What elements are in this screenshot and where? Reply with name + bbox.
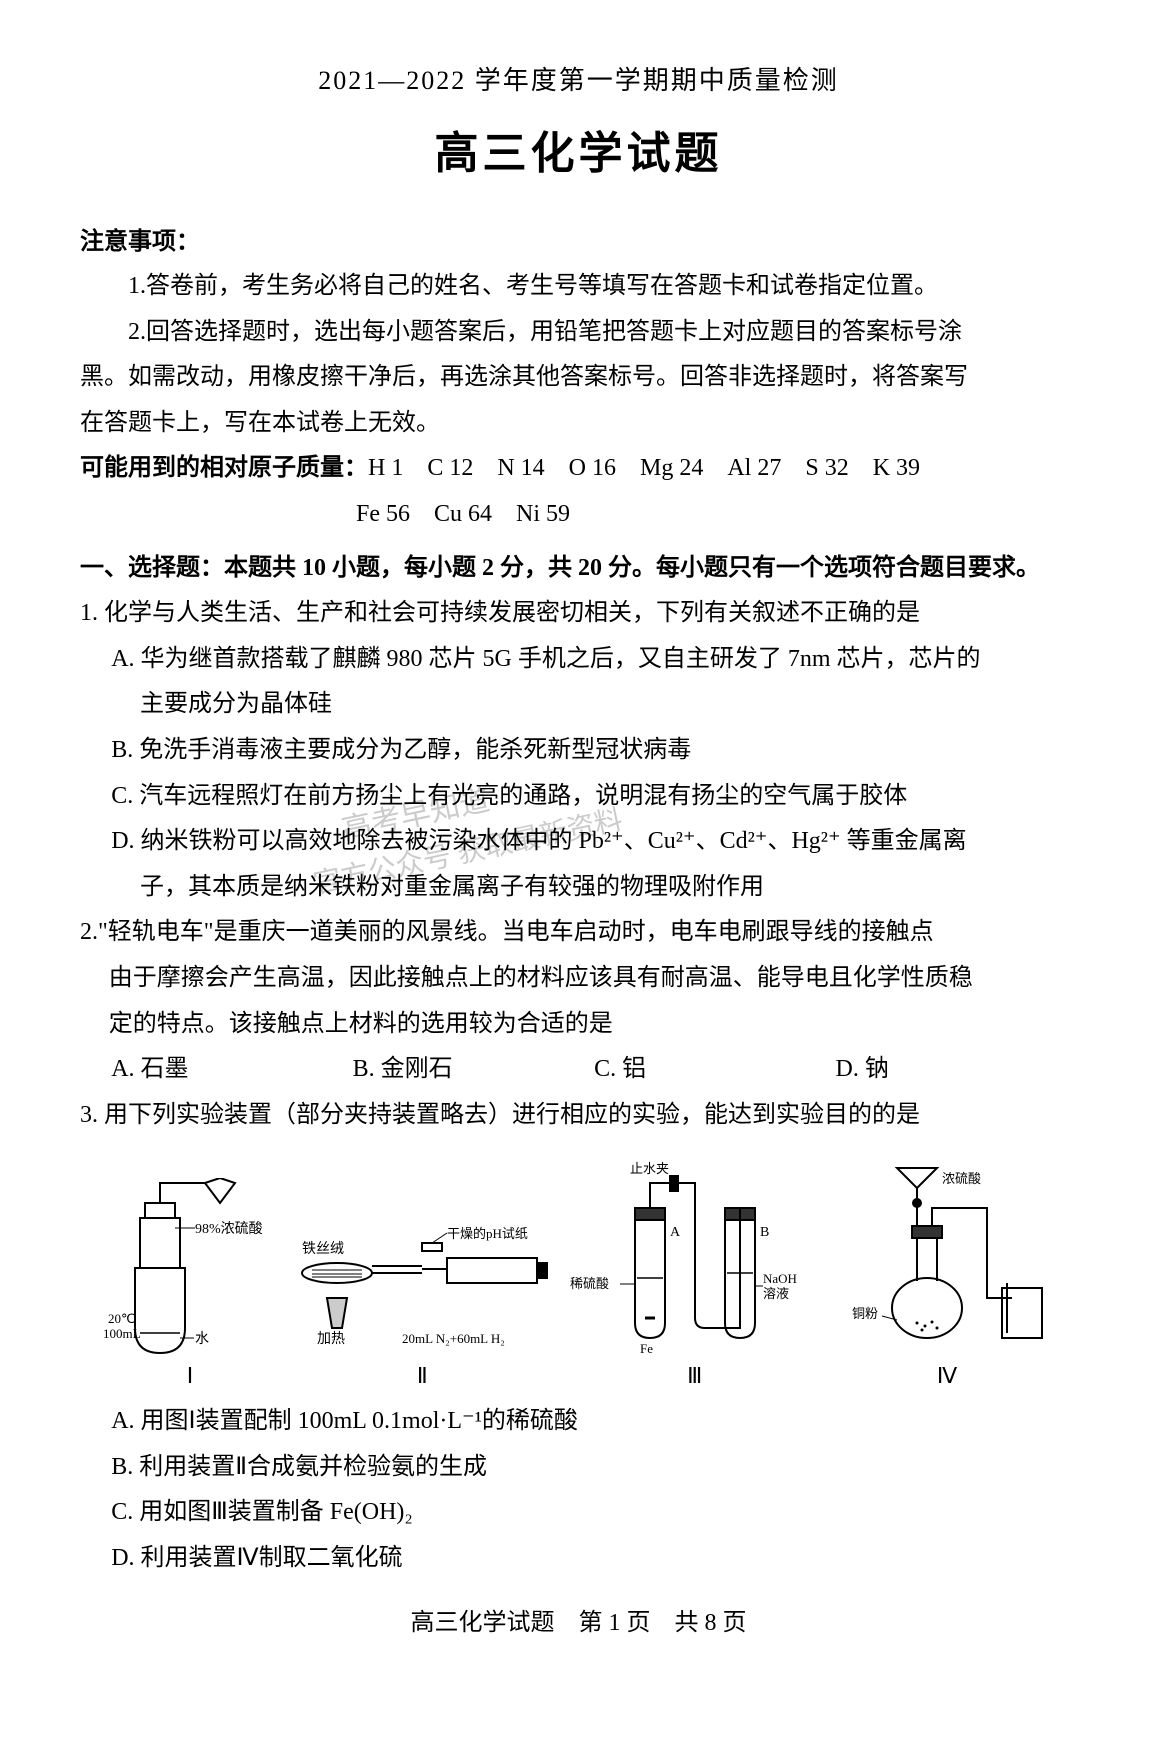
page-footer: 高三化学试题 第 1 页 共 8 页 — [80, 1602, 1077, 1637]
diagram-2-svg: 铁丝绒 加热 干燥的pH试纸 20mL N₂+60mL H₂ — [292, 1198, 552, 1358]
notice-2-cont2: 在答题卡上，写在本试卷上无效。 — [80, 401, 1077, 447]
diagram-4-label: Ⅳ — [937, 1363, 957, 1389]
d3-dilute-label: 稀硫酸 — [570, 1276, 609, 1291]
diagram-1: 98%浓硫酸 20℃ 100mL 水 Ⅰ — [100, 1178, 280, 1389]
q3-stem: 3. 用下列实验装置（部分夹持装置略去）进行相应的实验，能达到实验目的的是 — [80, 1093, 1077, 1139]
page-content: 2021—2022 学年度第一学期期中质量检测 高三化学试题 注意事项： 1.答… — [80, 60, 1077, 1637]
d2-iron-label: 铁丝绒 — [302, 1241, 344, 1257]
diagram-3-label: Ⅲ — [687, 1363, 702, 1389]
atomic-mass-values1: H 1 C 12 N 14 O 16 Mg 24 Al 27 S 32 K 39 — [368, 455, 920, 481]
section1-header: 一、选择题：本题共 10 小题，每小题 2 分，共 20 分。每小题只有一个选项… — [80, 546, 1077, 592]
diagram-1-svg: 98%浓硫酸 20℃ 100mL 水 — [100, 1178, 280, 1358]
q3-optB: B. 利用装置Ⅱ合成氨并检验氨的生成 — [80, 1445, 1077, 1491]
d1-vol-label: 100mL — [103, 1326, 141, 1341]
q1-optD-line2: 子，其本质是纳米铁粉对重金属离子有较强的物理吸附作用 — [80, 865, 1077, 911]
d3-naoh-label: NaOH — [763, 1271, 797, 1286]
q1-optB: B. 免洗手消毒液主要成分为乙醇，能杀死新型冠状病毒 — [80, 728, 1077, 774]
atomic-mass-label: 可能用到的相对原子质量： — [80, 455, 368, 481]
diagram-2-label: Ⅱ — [417, 1363, 428, 1389]
diagram-4: 浓硫酸 铜粉 Ⅳ — [837, 1158, 1057, 1389]
notice-2: 2.回答选择题时，选出每小题答案后，用铅笔把答题卡上对应题目的答案标号涂 — [80, 310, 1077, 356]
diagram-2: 铁丝绒 加热 干燥的pH试纸 20mL N₂+60mL H₂ Ⅱ — [292, 1198, 552, 1389]
d1-acid-label: 98%浓硫酸 — [195, 1221, 263, 1237]
d4-cu-label: 铜粉 — [852, 1306, 878, 1321]
d3-b-label: B — [760, 1225, 769, 1240]
d3-a-label: A — [670, 1225, 681, 1240]
q2-stem-line1: 2."轻轨电车"是重庆一道美丽的风景线。当电车启动时，电车电刷跟导线的接触点 — [80, 910, 1077, 956]
atomic-mass-line1: 可能用到的相对原子质量：H 1 C 12 N 14 O 16 Mg 24 Al … — [80, 446, 1077, 492]
diagram-3-svg: 止水夹 A B 稀硫酸 NaOH 溶液 Fe — [565, 1158, 825, 1358]
d1-temp-label: 20℃ — [108, 1311, 136, 1326]
d4-conc-label: 浓硫酸 — [942, 1171, 981, 1186]
d2-gas-label: 20mL N₂+60mL H₂ — [402, 1331, 505, 1346]
q2-optC: C. 铝 — [594, 1047, 835, 1093]
q1-stem: 1. 化学与人类生活、生产和社会可持续发展密切相关，下列有关叙述不正确的是 — [80, 591, 1077, 637]
d3-solution-label: 溶液 — [763, 1286, 789, 1301]
q1-optD-line1: D. 纳米铁粉可以高效地除去被污染水体中的 Pb²⁺、Cu²⁺、Cd²⁺、Hg²… — [80, 819, 1077, 865]
q2-options-row: A. 石墨 B. 金刚石 C. 铝 D. 钠 — [80, 1047, 1077, 1093]
q2-optD: D. 钠 — [836, 1047, 1077, 1093]
diagrams-row: 98%浓硫酸 20℃ 100mL 水 Ⅰ — [80, 1158, 1077, 1389]
diagram-4-svg: 浓硫酸 铜粉 — [837, 1158, 1057, 1358]
d2-heat-label: 加热 — [317, 1331, 345, 1347]
notices-label: 注意事项： — [80, 221, 1077, 256]
d1-water-label: 水 — [195, 1331, 209, 1347]
q2-optA: A. 石墨 — [111, 1047, 352, 1093]
q3-optA: A. 用图Ⅰ装置配制 100mL 0.1mol·L⁻¹的稀硫酸 — [80, 1399, 1077, 1445]
diagram-3: 止水夹 A B 稀硫酸 NaOH 溶液 Fe Ⅲ — [565, 1158, 825, 1389]
q1-optA-line1: A. 华为继首款搭载了麒麟 980 芯片 5G 手机之后，又自主研发了 7nm … — [80, 637, 1077, 683]
atomic-mass-line2: Fe 56 Cu 64 Ni 59 — [80, 492, 1077, 538]
q3-optC: C. 用如图Ⅲ装置制备 Fe(OH)₂ — [80, 1490, 1077, 1536]
diagram-1-label: Ⅰ — [187, 1363, 194, 1389]
d3-fe-label: Fe — [640, 1341, 653, 1356]
q2-stem-line2: 由于摩擦会产生高温，因此接触点上的材料应该具有耐高温、能导电且化学性质稳 — [80, 956, 1077, 1002]
notice-1: 1.答卷前，考生务必将自己的姓名、考生号等填写在答题卡和试卷指定位置。 — [80, 264, 1077, 310]
q1-optC: C. 汽车远程照灯在前方扬尘上有光亮的通路，说明混有扬尘的空气属于胶体 — [80, 774, 1077, 820]
q1-optA-line2: 主要成分为晶体硅 — [80, 682, 1077, 728]
q2-stem-line3: 定的特点。该接触点上材料的选用较为合适的是 — [80, 1002, 1077, 1048]
q2-optB: B. 金刚石 — [353, 1047, 594, 1093]
q3-optD: D. 利用装置Ⅳ制取二氧化硫 — [80, 1536, 1077, 1582]
d3-clip-label: 止水夹 — [630, 1161, 669, 1176]
subtitle: 2021—2022 学年度第一学期期中质量检测 — [80, 60, 1077, 97]
notice-2-cont1: 黑。如需改动，用橡皮擦干净后，再选涂其他答案标号。回答非选择题时，将答案写 — [80, 355, 1077, 401]
main-title: 高三化学试题 — [80, 117, 1077, 181]
d2-ph-label: 干燥的pH试纸 — [447, 1226, 528, 1241]
